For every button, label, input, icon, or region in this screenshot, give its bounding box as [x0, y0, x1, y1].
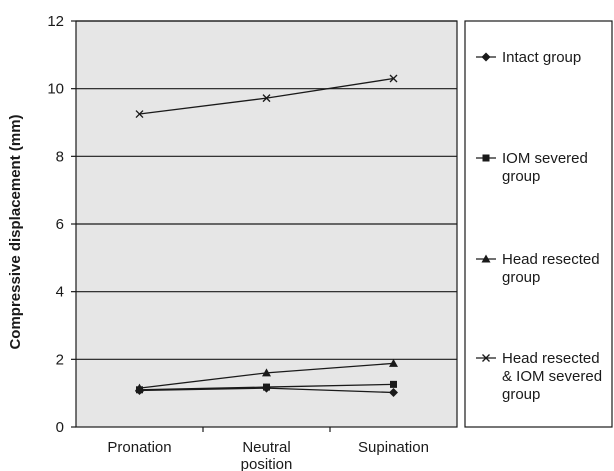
- y-tick-label: 8: [56, 148, 64, 165]
- x-tick-label: Pronation: [107, 439, 171, 456]
- y-tick-label: 0: [56, 419, 64, 436]
- x-tick-label: Supination: [358, 439, 429, 456]
- series-3-point: [262, 368, 271, 377]
- series-4-point: [389, 74, 398, 83]
- plot-area: 0 2 4 6 8 10 12 Pronation Neutral position Supinat…: [47, 13, 458, 471]
- series-1-point: [389, 387, 398, 397]
- legend-marker: [482, 154, 490, 162]
- legend-marker: [481, 52, 491, 62]
- legend-label: Head resected group: [502, 251, 600, 286]
- legend-marker: [481, 254, 491, 263]
- y-tick-label: 6: [56, 216, 64, 233]
- series-4-point: [135, 110, 144, 119]
- y-tick-label: 10: [47, 81, 64, 98]
- legend-label: Intact group: [502, 49, 581, 66]
- series-4-point: [262, 94, 271, 103]
- y-tick-label: 2: [56, 351, 64, 368]
- y-tick-label: 12: [47, 13, 64, 30]
- y-axis-label: Compressive displacement (mm): [7, 114, 24, 349]
- legend-label: IOM severed group: [502, 150, 588, 185]
- legend-box: [464, 20, 613, 428]
- legend-label: Head resected & IOM severed group: [502, 350, 602, 403]
- series-2-point: [390, 380, 397, 388]
- series-3-point: [135, 383, 144, 392]
- legend: Intact group IOM severed group Head resecte…: [464, 20, 613, 428]
- series-2-point: [263, 383, 270, 391]
- x-tick-label: Neutral position: [241, 439, 293, 471]
- y-tick-label: 4: [56, 284, 64, 301]
- legend-marker: [482, 354, 490, 362]
- series-3-point: [389, 358, 398, 367]
